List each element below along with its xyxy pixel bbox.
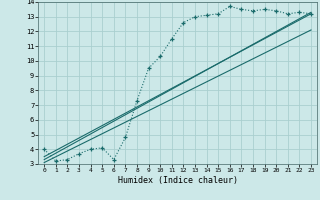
X-axis label: Humidex (Indice chaleur): Humidex (Indice chaleur) (118, 176, 238, 185)
